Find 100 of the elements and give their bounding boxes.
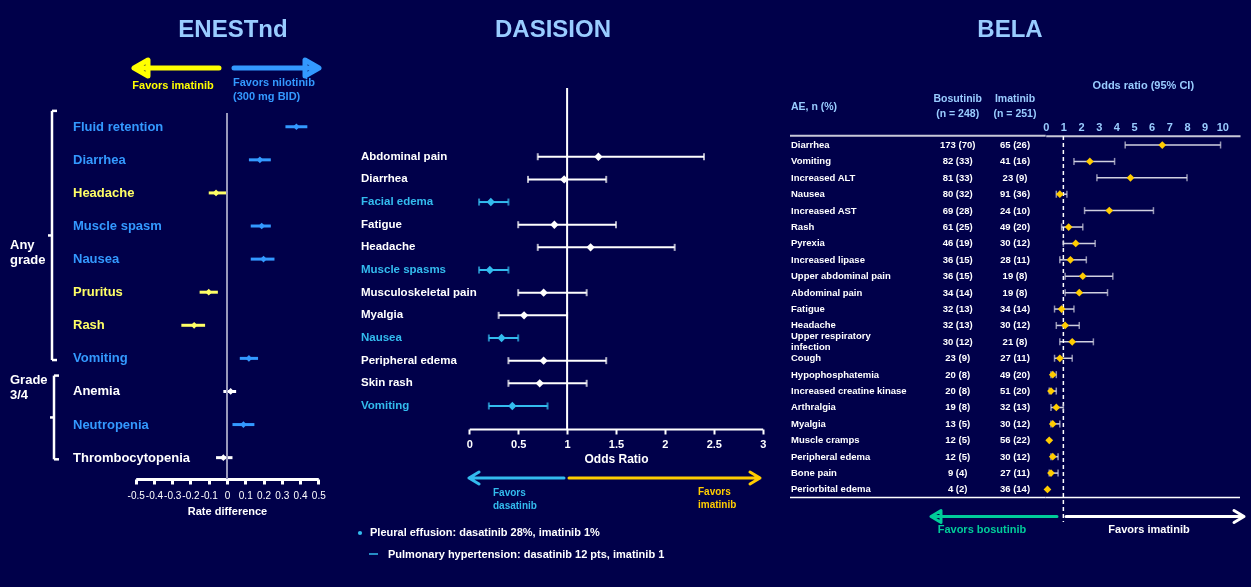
x-tick-label: 4 bbox=[1113, 121, 1121, 134]
text: Favors bosutinib bbox=[937, 523, 1027, 535]
data-label: 65 (26) bbox=[999, 139, 1031, 150]
data-label: 24 (10) bbox=[999, 204, 1031, 216]
data-label: 80 (32) bbox=[942, 188, 973, 200]
data-label: 23 (9) bbox=[1002, 171, 1028, 183]
data-label: 69 (28) bbox=[942, 204, 973, 216]
data-label: 30 (12) bbox=[999, 237, 1031, 249]
text: Pulmonary hypertension: dasatinib 12 pts, imatinib 1 bbox=[388, 548, 665, 560]
category-label: Arthralgia bbox=[791, 401, 837, 413]
data-label: 34 (14) bbox=[999, 303, 1031, 315]
x-tick-label: 0.3 bbox=[275, 489, 290, 501]
data-label: 81 (33) bbox=[942, 171, 973, 183]
x-tick-label: 0 bbox=[1043, 121, 1050, 134]
text: Favors imatinib bbox=[698, 486, 737, 510]
category-label: Rash bbox=[791, 221, 815, 233]
category-label: Headache bbox=[791, 319, 836, 331]
data-label: 20 (8) bbox=[945, 368, 971, 380]
x-tick-label: 3 bbox=[1096, 121, 1103, 134]
text: Favors imatinib bbox=[1108, 523, 1190, 535]
category-label: Increased AST bbox=[791, 204, 857, 216]
category-label: Cough bbox=[791, 352, 822, 364]
text: Imatinib (n = 251) bbox=[993, 92, 1037, 119]
data-label: 30 (12) bbox=[999, 417, 1031, 429]
data-label: 34 (14) bbox=[942, 286, 973, 298]
data-label: 30 (12) bbox=[999, 319, 1031, 331]
category-label: Upper abdominal pain bbox=[791, 270, 891, 282]
x-tick-label: 0.2 bbox=[257, 489, 272, 501]
data-label: 12 (5) bbox=[945, 434, 971, 446]
x-tick-label: -0.2 bbox=[182, 489, 201, 501]
data-label: 30 (12) bbox=[999, 450, 1031, 462]
data-label: 49 (20) bbox=[999, 368, 1031, 380]
category-label: Fatigue bbox=[791, 303, 825, 315]
category-label: Upper respiratory infection bbox=[791, 330, 872, 353]
y-tick-label: Skin rash bbox=[361, 376, 413, 389]
y-tick-label: Rash bbox=[73, 317, 105, 333]
category-label: Peripheral edema bbox=[791, 450, 871, 462]
category-label: Muscle cramps bbox=[791, 434, 860, 446]
category-label: Abdominal pain bbox=[791, 286, 863, 298]
y-tick-label: Peripheral edema bbox=[361, 353, 458, 366]
category-label: Vomiting bbox=[791, 155, 832, 167]
category-label: Myalgia bbox=[791, 417, 827, 429]
y-tick-label: Muscle spasms bbox=[361, 263, 447, 276]
chart-title: ENESTnd bbox=[178, 15, 288, 42]
data-label: 61 (25) bbox=[942, 221, 973, 233]
y-tick-label: Vomiting bbox=[361, 398, 410, 411]
y-tick-label: Musculoskeletal pain bbox=[361, 285, 477, 298]
category-label: Increased ALT bbox=[791, 171, 856, 183]
x-tick-label: 0.5 bbox=[511, 437, 527, 450]
data-label: 173 (70) bbox=[940, 139, 976, 150]
y-tick-label: Muscle spasm bbox=[73, 218, 162, 234]
category-label: Bone pain bbox=[791, 467, 838, 479]
y-tick-label: Fatigue bbox=[361, 217, 402, 230]
x-tick-label: 0 bbox=[224, 489, 231, 501]
text: Pleural effusion: dasatinib 28%, imatinib 1% bbox=[370, 526, 601, 538]
y-tick-label: Nausea bbox=[73, 251, 121, 267]
x-tick-label: 10 bbox=[1216, 121, 1229, 134]
y-tick-label: Thrombocytopenia bbox=[73, 449, 191, 465]
y-tick-label: Pruritus bbox=[73, 284, 123, 300]
category-label: Hypophosphatemia bbox=[791, 368, 880, 380]
data-label: 30 (12) bbox=[942, 335, 973, 347]
x-axis-title: Rate difference bbox=[187, 504, 268, 517]
x-tick-label: 0.5 bbox=[311, 489, 327, 501]
y-tick-label: Abdominal pain bbox=[361, 149, 448, 162]
x-tick-label: -0.3 bbox=[164, 489, 182, 501]
data-label: 49 (20) bbox=[999, 221, 1031, 233]
data-label: 91 (36) bbox=[999, 188, 1031, 200]
data-label: 51 (20) bbox=[999, 385, 1031, 397]
y-tick-label: Facial edema bbox=[361, 195, 434, 208]
text: Favors dasatinib bbox=[493, 487, 537, 511]
category-label: Pyrexia bbox=[791, 237, 826, 249]
category-label: Diarrhea bbox=[791, 139, 831, 150]
data-label: 4 (2) bbox=[947, 483, 968, 495]
data-label: 9 (4) bbox=[947, 467, 968, 479]
data-label: 41 (16) bbox=[999, 155, 1031, 167]
data-label: 19 (8) bbox=[945, 401, 971, 413]
x-tick-label: 6 bbox=[1149, 121, 1156, 134]
x-tick-label: 2 bbox=[662, 437, 669, 450]
chart-title: DASISION bbox=[494, 15, 612, 42]
data-label: 12 (5) bbox=[945, 450, 971, 462]
data-label: 36 (15) bbox=[942, 253, 973, 265]
y-tick-label: Headache bbox=[73, 184, 135, 200]
category-label: Increased lipase bbox=[791, 253, 865, 265]
category-label: Periorbital edema bbox=[791, 483, 872, 495]
data-label: 20 (8) bbox=[945, 385, 971, 397]
x-tick-label: 1 bbox=[1060, 121, 1067, 134]
text: Favors imatinib bbox=[132, 79, 214, 91]
data-label: 32 (13) bbox=[942, 303, 973, 315]
x-tick-label: 3 bbox=[760, 437, 767, 450]
x-tick-label: 0.4 bbox=[293, 489, 308, 501]
x-tick-label: 9 bbox=[1202, 121, 1209, 134]
y-tick-label: Myalgia bbox=[361, 308, 404, 321]
x-tick-label: 1 bbox=[564, 437, 571, 450]
data-label: 27 (11) bbox=[1000, 352, 1030, 364]
data-label: 28 (11) bbox=[1000, 253, 1030, 265]
text: Grade 3/4 bbox=[10, 372, 48, 402]
x-axis-title: Odds ratio (95% CI) bbox=[1092, 79, 1195, 92]
x-tick-label: -0.1 bbox=[200, 489, 219, 501]
y-tick-label: Anemia bbox=[73, 383, 121, 399]
data-label: 23 (9) bbox=[945, 352, 971, 364]
